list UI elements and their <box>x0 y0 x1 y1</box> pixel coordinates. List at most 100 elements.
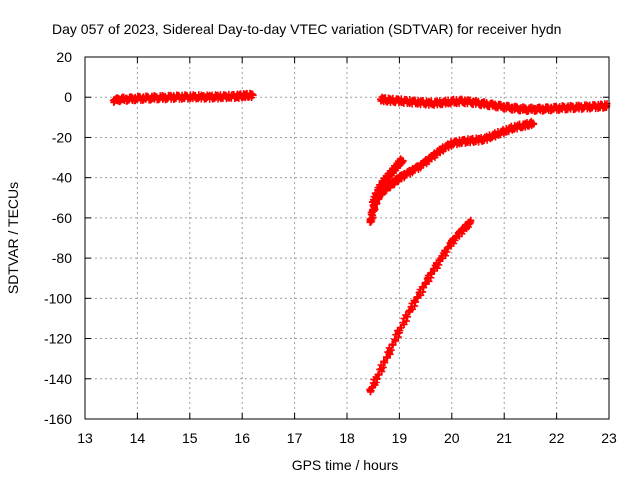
data-point <box>500 102 509 111</box>
data-point <box>159 93 168 102</box>
data-point <box>377 95 386 104</box>
data-point <box>222 92 231 101</box>
x-tick-label: 18 <box>339 430 355 446</box>
data-point <box>552 104 561 113</box>
data-point <box>531 105 540 114</box>
y-axis-label: SDTVAR / TECUs <box>5 182 21 294</box>
data-point <box>594 102 603 111</box>
data-point <box>232 92 241 101</box>
x-tick-label: 20 <box>444 430 460 446</box>
data-point <box>109 96 118 105</box>
data-point <box>489 131 498 140</box>
data-point <box>437 98 446 107</box>
data-point <box>149 93 158 102</box>
data-point <box>468 136 477 145</box>
x-tick-label: 17 <box>287 430 303 446</box>
data-point <box>117 95 126 104</box>
data-point <box>374 370 383 379</box>
data-point <box>390 177 399 186</box>
data-point <box>447 139 456 148</box>
data-point <box>447 238 456 247</box>
data-point <box>563 103 572 112</box>
series-markers <box>366 216 475 396</box>
data-point <box>128 94 137 103</box>
y-tick-label: -100 <box>44 290 72 306</box>
grid-lines <box>85 57 609 419</box>
x-tick-label: 23 <box>601 430 617 446</box>
data-point <box>398 156 407 165</box>
data-point <box>510 123 519 132</box>
data-point <box>201 93 210 102</box>
data-point <box>529 119 538 128</box>
data-point <box>458 97 467 106</box>
y-tick-label: 0 <box>64 89 72 105</box>
data-point <box>405 167 414 176</box>
data-point <box>395 96 404 105</box>
data-point <box>447 97 456 106</box>
data-point <box>426 99 435 108</box>
series-arc-5 <box>366 216 475 396</box>
data-point <box>212 92 220 101</box>
data-point <box>426 270 435 279</box>
data-point <box>416 98 425 107</box>
data-point <box>366 217 375 226</box>
x-tick-label: 21 <box>496 430 512 446</box>
x-tick-label: 19 <box>392 430 408 446</box>
data-point <box>395 326 404 335</box>
y-tick-label: 20 <box>56 49 72 65</box>
data-point <box>584 102 593 111</box>
chart-title: Day 057 of 2023, Sidereal Day-to-day VTE… <box>52 21 561 37</box>
data-point <box>416 161 425 170</box>
data-point <box>248 91 257 100</box>
data-point <box>542 104 551 113</box>
data-point <box>510 104 519 113</box>
x-tick-label: 16 <box>234 430 250 446</box>
data-point <box>191 92 200 101</box>
y-tick-label: -140 <box>44 371 72 387</box>
y-tick-label: -160 <box>44 411 72 427</box>
x-tick-label: 13 <box>77 430 93 446</box>
y-tick-label: -20 <box>52 129 72 145</box>
data-point <box>138 94 147 103</box>
data-point <box>395 173 404 182</box>
data-point <box>405 306 414 315</box>
data-point <box>369 205 378 214</box>
y-tick-label: -120 <box>44 331 72 347</box>
axes: 13 14 15 16 17 18 19 20 21 22 23 20 0 -20 -40 -60 -80 -10… <box>44 49 617 446</box>
series-arc-2 <box>377 93 611 115</box>
series-arc-4 <box>368 155 407 206</box>
data-point <box>500 127 509 136</box>
data-point <box>369 197 378 206</box>
data-point <box>466 217 475 226</box>
y-tick-label: -40 <box>52 170 72 186</box>
data-point <box>479 135 488 144</box>
data-point <box>384 171 393 180</box>
data-series <box>109 89 611 396</box>
y-tick-label: -60 <box>52 210 72 226</box>
data-point <box>379 177 388 186</box>
data-point <box>374 185 383 194</box>
data-point <box>458 225 467 234</box>
data-point <box>390 165 399 174</box>
series-arc-1 <box>109 89 257 106</box>
y-tick-label: -80 <box>52 250 72 266</box>
x-tick-label: 15 <box>182 430 198 446</box>
data-point <box>180 93 189 102</box>
data-point <box>573 103 582 112</box>
data-point <box>405 97 414 106</box>
data-point <box>384 96 393 105</box>
data-point <box>426 153 435 162</box>
data-point <box>170 93 179 102</box>
data-point <box>521 105 530 114</box>
data-point <box>468 98 477 107</box>
data-point <box>479 99 488 108</box>
data-point <box>366 386 375 395</box>
data-point <box>489 101 498 110</box>
data-point <box>240 91 249 100</box>
data-point <box>384 348 393 357</box>
series-arc-3 <box>366 117 538 226</box>
x-tick-label: 14 <box>130 430 146 446</box>
data-point <box>416 288 425 297</box>
x-tick-label: 22 <box>549 430 565 446</box>
